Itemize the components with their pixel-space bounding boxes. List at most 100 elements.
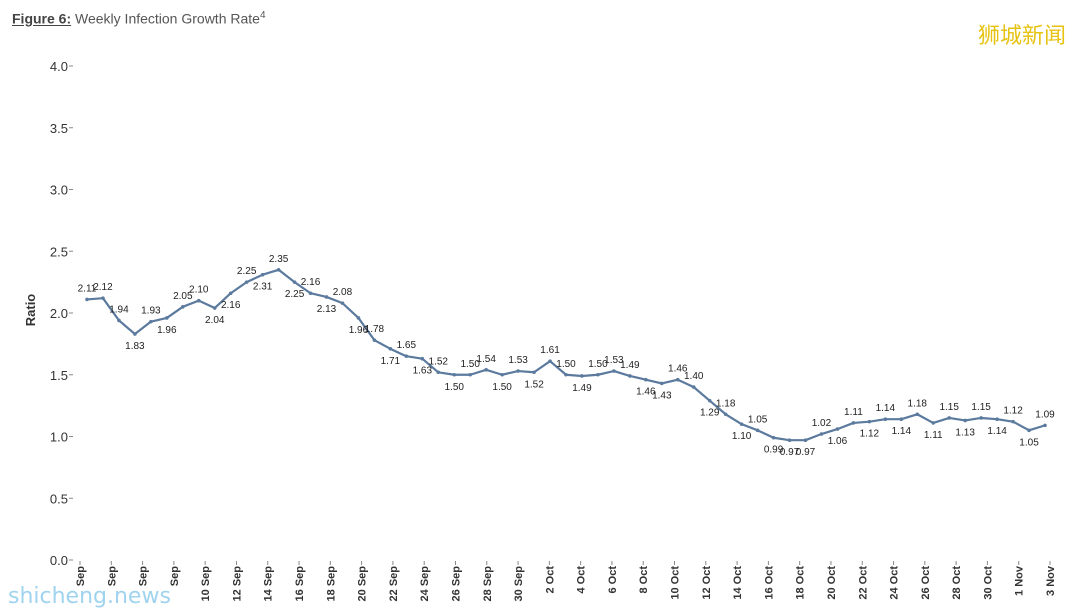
- data-label: 0.97: [780, 447, 800, 458]
- data-label: 2.31: [253, 282, 273, 293]
- data-label: 1.14: [987, 426, 1007, 437]
- data-point: [771, 435, 776, 440]
- x-tick-label: 18 Sep: [325, 566, 337, 602]
- data-label: 1.13: [955, 427, 975, 438]
- watermark-bottom: shicheng.news: [8, 584, 171, 609]
- x-tick-label: 10 Oct: [670, 566, 682, 600]
- watermark-top: 狮城新闻: [977, 24, 1066, 49]
- data-point: [484, 368, 488, 372]
- data-label: 1.12: [860, 429, 880, 440]
- data-label: 1.50: [492, 382, 512, 393]
- data-label: 1.49: [572, 383, 592, 394]
- data-point: [851, 421, 856, 425]
- series-line: [86, 268, 1046, 442]
- figure-title: Figure 6: Weekly Infection Growth Rate4: [12, 10, 266, 27]
- x-tick-label: 10 Sep: [200, 566, 212, 602]
- data-point: [324, 295, 329, 299]
- x-tick-label: 24 Oct: [889, 566, 901, 600]
- data-label: 2.04: [205, 315, 225, 326]
- x-tick-label: 30 Oct: [982, 566, 994, 600]
- data-point: [596, 372, 600, 377]
- data-point: [276, 267, 281, 272]
- data-point: [149, 319, 153, 324]
- x-tick-label: 20 Sep: [357, 566, 369, 602]
- data-point: [899, 417, 904, 422]
- data-label: 1.50: [460, 359, 480, 370]
- figure-number: Figure 6:: [12, 10, 72, 27]
- data-point: [500, 372, 504, 377]
- data-label: 1.71: [381, 356, 401, 367]
- y-tick-label: 1.0: [50, 430, 68, 445]
- data-label: 1.09: [1035, 409, 1055, 420]
- data-point: [388, 347, 393, 351]
- data-point: [468, 372, 473, 377]
- data-label: 1.18: [908, 398, 928, 409]
- data-label: 1.49: [620, 360, 640, 371]
- x-tick-label: 14 Oct: [732, 566, 744, 600]
- series-growth-rate: [85, 267, 1047, 443]
- data-label: 1.46: [668, 364, 688, 375]
- data-point: [612, 369, 616, 373]
- y-axis-title: Ratio: [23, 294, 38, 327]
- data-point: [835, 427, 840, 431]
- x-tick-label: 24 Sep: [419, 566, 431, 602]
- data-label: 2.16: [221, 300, 241, 311]
- x-tick-label: 2 Oct: [544, 566, 556, 594]
- data-point: [1027, 428, 1031, 433]
- data-point: [292, 280, 297, 284]
- data-label: 1.63: [413, 366, 433, 377]
- x-tick-label: 20 Oct: [826, 566, 838, 600]
- data-label: 1.50: [588, 359, 608, 370]
- data-label: 1.83: [125, 341, 145, 352]
- data-label: 1.61: [540, 345, 560, 356]
- x-tick-label: 6 Oct: [607, 566, 619, 594]
- data-point: [1043, 423, 1047, 428]
- y-tick-label: 2.5: [50, 244, 68, 259]
- data-label: 2.08: [333, 287, 353, 298]
- data-point: [532, 370, 536, 375]
- data-point: [244, 280, 249, 284]
- data-label: 2.25: [237, 266, 257, 277]
- data-label: 2.12: [93, 282, 113, 293]
- data-label: 1.50: [556, 359, 576, 370]
- data-label: 1.43: [652, 390, 672, 401]
- data-point: [803, 438, 808, 443]
- data-label: 1.53: [508, 355, 528, 366]
- data-point: [228, 291, 233, 296]
- x-tick-label: 12 Oct: [701, 566, 713, 600]
- data-point: [356, 316, 361, 320]
- data-point: [867, 419, 872, 424]
- data-point: [995, 417, 999, 422]
- figure-title-text: Weekly Infection Growth Rate: [75, 10, 260, 27]
- x-tick-label: 30 Sep: [513, 566, 525, 602]
- data-point: [947, 416, 951, 420]
- data-point: [564, 372, 568, 377]
- data-label: 1.96: [157, 325, 177, 336]
- data-point: [516, 369, 520, 373]
- data-point: [963, 418, 967, 423]
- data-label: 1.50: [444, 382, 464, 393]
- data-label: 1.12: [1003, 406, 1023, 417]
- data-point: [260, 272, 265, 277]
- data-point: [85, 297, 89, 302]
- x-tick-label: 28 Oct: [951, 566, 963, 600]
- data-label: 2.13: [317, 304, 337, 315]
- data-point: [723, 412, 728, 417]
- data-label: 1.14: [892, 426, 912, 437]
- data-point: [548, 359, 552, 363]
- data-point: [1011, 419, 1015, 424]
- data-point: [133, 332, 137, 336]
- data-point: [452, 372, 457, 377]
- data-labels: 2.112.12 1.94 1.83 1.93 1.96 2.052.10 2.04 2.16…: [78, 254, 1056, 458]
- x-tick-label: 3 Nov: [1045, 565, 1057, 596]
- data-label: 0.97: [796, 447, 816, 458]
- data-label: 1.40: [684, 371, 704, 382]
- x-tick-label: 16 Oct: [763, 566, 775, 600]
- data-label: 1.65: [397, 340, 417, 351]
- x-tick-label: 1 Nov: [1014, 565, 1026, 596]
- data-label: 2.11: [78, 283, 97, 294]
- y-tick-label: 0.0: [50, 553, 68, 568]
- data-label: 1.53: [604, 355, 624, 366]
- x-tick-label: 18 Oct: [795, 566, 807, 600]
